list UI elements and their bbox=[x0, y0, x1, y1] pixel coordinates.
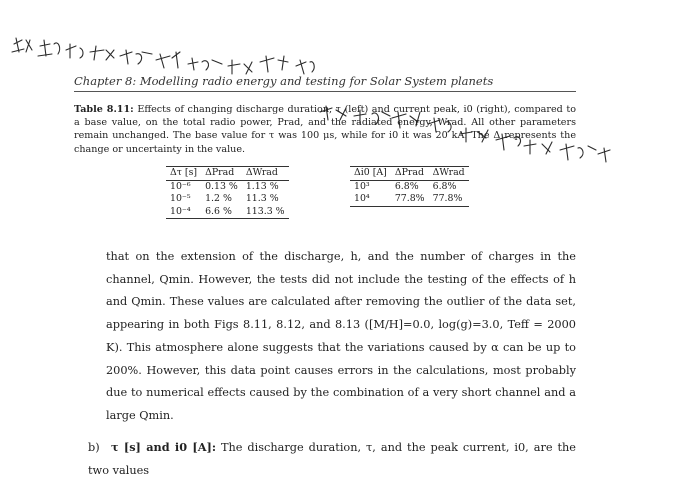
chapter-header: Chapter 8: Modelling radio energy and te… bbox=[74, 74, 576, 92]
list-item: b) τ [s] and i0 [A]: The discharge durat… bbox=[88, 436, 576, 482]
table-cell: 113.3 % bbox=[245, 205, 285, 217]
table-cell: 10⁻⁶ bbox=[170, 180, 191, 192]
table-cell: 6.8% bbox=[432, 180, 457, 192]
table-header-row: Δi0 [A] ΔPrad ΔWrad bbox=[350, 166, 469, 180]
handwritten-scribble-overlay bbox=[11, 37, 611, 163]
table-cell: 6.8% bbox=[394, 180, 419, 192]
table-caption: Table 8.11: Effects of changing discharg… bbox=[74, 103, 576, 156]
table-cell: 1.2 % bbox=[205, 193, 232, 204]
table-label: Table 8.11: bbox=[74, 104, 134, 115]
table-header-row: Δτ [s] ΔPrad ΔWrad bbox=[166, 166, 289, 180]
table-cell: 11.3 % bbox=[245, 193, 279, 204]
table-row: 10⁴ 77.8% 77.8% bbox=[350, 193, 469, 206]
table-row: 10³ 6.8% 6.8% bbox=[350, 180, 469, 193]
table-cell: 77.8% bbox=[432, 193, 463, 204]
column-header: Δi0 [A] bbox=[354, 167, 387, 178]
table-row: 10⁻⁴ 6.6 % 113.3 % bbox=[166, 206, 289, 219]
column-header: ΔWrad bbox=[245, 167, 278, 178]
table-cell: 10³ bbox=[354, 180, 370, 192]
table-cell: 6.6 % bbox=[205, 205, 232, 217]
table-caption-text: Effects of changing discharge duration, … bbox=[74, 104, 576, 155]
table-cell: 10⁻⁵ bbox=[170, 193, 191, 204]
list-marker: b) bbox=[88, 441, 100, 454]
tau-effects-table: Δτ [s] ΔPrad ΔWrad 10⁻⁶ 0.13 % 1.13 % 10… bbox=[166, 166, 289, 219]
table-cell: 0.13 % bbox=[205, 180, 238, 192]
table-cell: 77.8% bbox=[394, 193, 425, 204]
table-cell: 1.13 % bbox=[245, 180, 279, 192]
table-cell: 10⁴ bbox=[354, 193, 370, 204]
table-cell: 10⁻⁴ bbox=[170, 205, 191, 217]
peak-current-effects-table: Δi0 [A] ΔPrad ΔWrad 10³ 6.8% 6.8% 10⁴ 77… bbox=[350, 166, 469, 207]
column-header: ΔPrad bbox=[205, 167, 235, 178]
column-header: Δτ [s] bbox=[170, 167, 198, 178]
table-row: 10⁻⁵ 1.2 % 11.3 % bbox=[166, 193, 289, 206]
column-header: ΔWrad bbox=[432, 167, 465, 178]
table-row: 10⁻⁶ 0.13 % 1.13 % bbox=[166, 180, 289, 193]
body-paragraph: that on the extension of the discharge, … bbox=[106, 250, 576, 422]
list-item-heading: τ [s] and i0 [A]: bbox=[110, 440, 216, 454]
column-header: ΔPrad bbox=[394, 167, 424, 178]
